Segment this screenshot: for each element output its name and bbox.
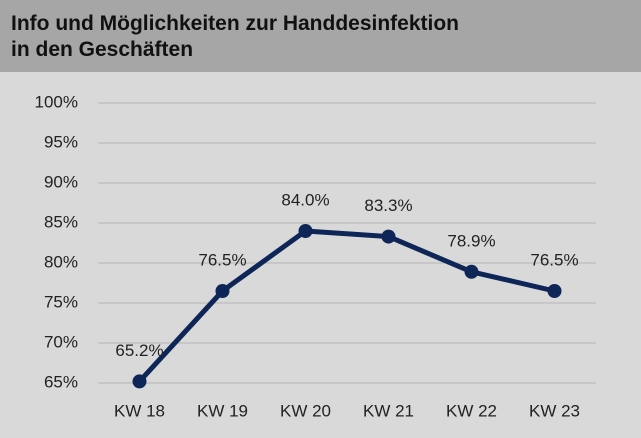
data-label: 76.5% [198,250,246,269]
y-tick-label: 80% [44,252,78,271]
x-tick-label: KW 21 [363,401,414,420]
data-label: 83.3% [364,196,412,215]
series-line [137,228,556,384]
data-label: 84.0% [281,190,329,209]
point [298,224,313,238]
y-tick-label: 70% [44,332,78,351]
data-label: 65.2% [115,341,163,360]
point [381,229,396,244]
y-tick-label: 65% [44,372,78,391]
y-tick-label: 100% [35,92,78,111]
point [464,264,479,279]
y-tick-label: 75% [44,292,78,311]
chart-title: Info und Möglichkeiten zur Handdesinfekt… [11,12,460,61]
y-tick-label: 85% [44,212,78,231]
x-tick-label: KW 19 [197,401,248,420]
data-label: 78.9% [447,231,495,250]
x-tick-label: KW 18 [114,401,165,420]
x-tick-label: KW 23 [529,401,580,420]
y-tick-label: 95% [44,132,78,151]
title-band: Info und Möglichkeiten zur Handdesinfekt… [0,0,641,72]
x-tick-label: KW 22 [446,401,497,420]
data-label: 76.5% [530,250,578,269]
y-tick-label: 90% [44,172,78,191]
x-tick-label: KW 20 [280,401,331,420]
point [547,284,562,298]
point [132,374,147,389]
point [215,284,230,298]
